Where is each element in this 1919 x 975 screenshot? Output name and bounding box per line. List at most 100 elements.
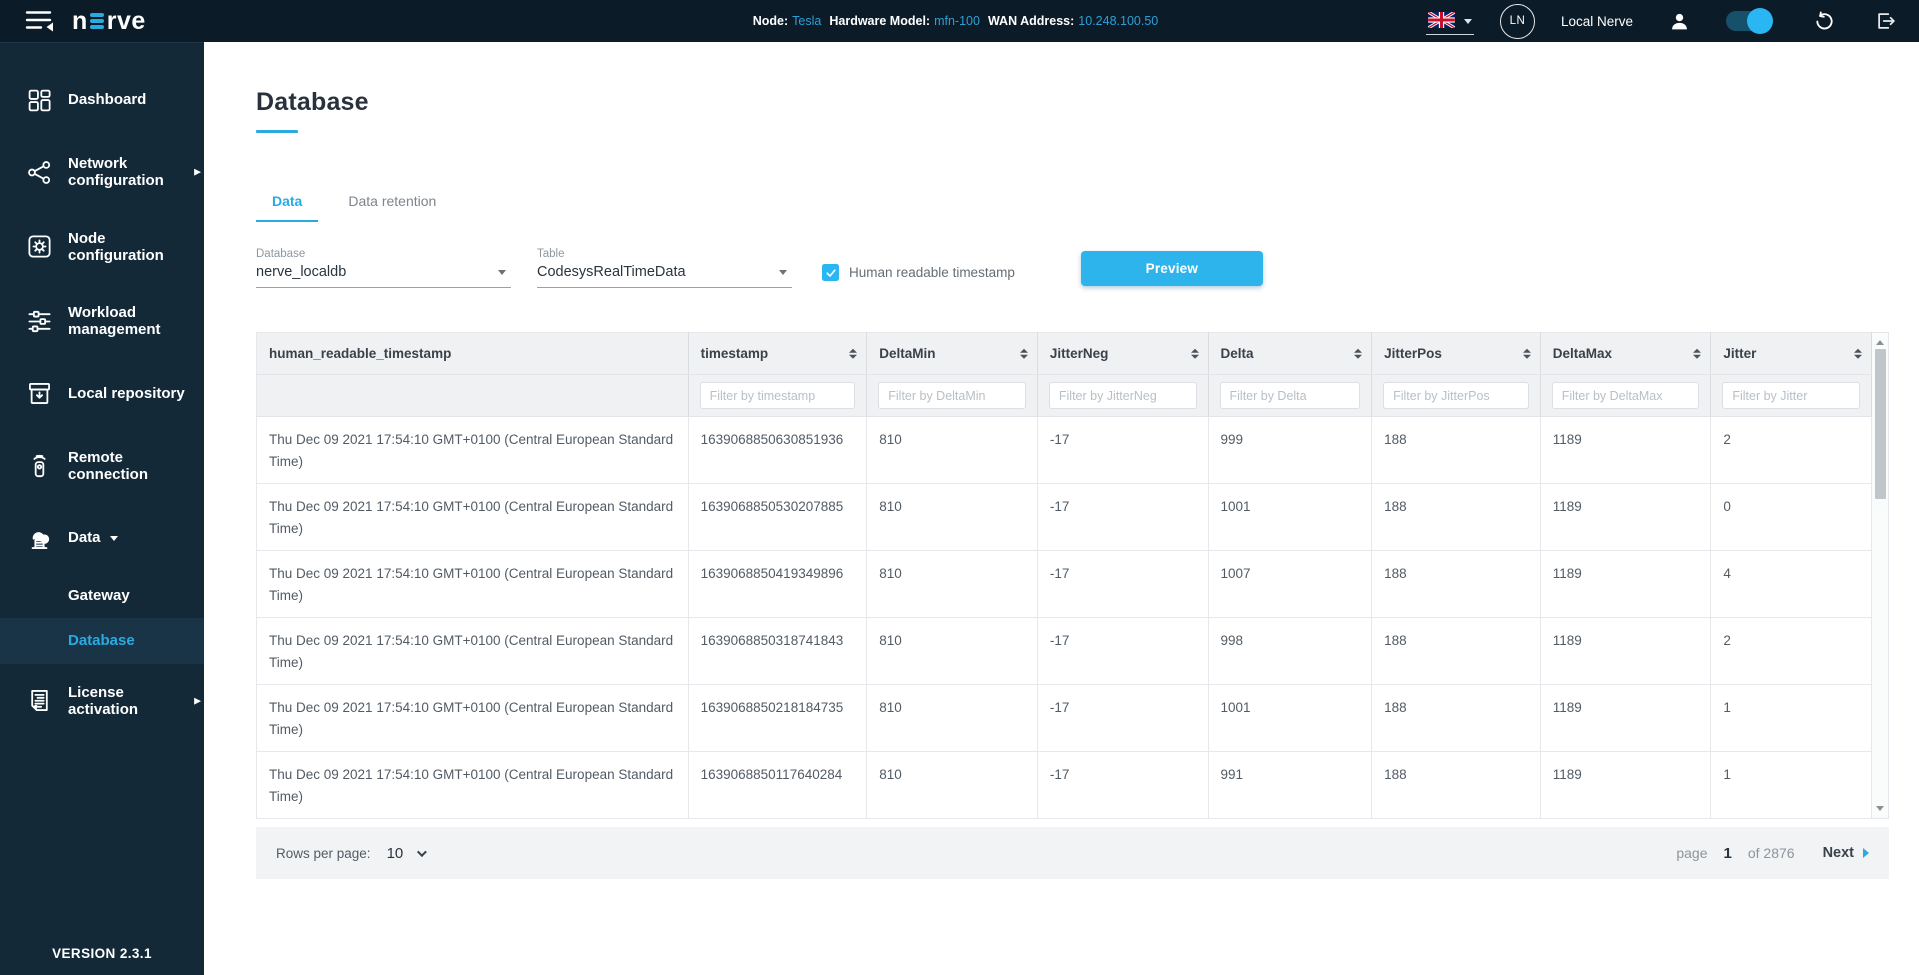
table-select[interactable]: Table CodesysRealTimeData (537, 248, 792, 288)
cell-timestamp: 1639068850318741843 (688, 617, 868, 685)
column-header-Jitter[interactable]: Jitter (1710, 332, 1872, 375)
cell-JitterNeg: -17 (1037, 684, 1209, 752)
version-label: VERSION 2.3.1 (52, 946, 152, 961)
toggle-knob (1747, 8, 1773, 34)
sidebar-item-workload-management[interactable]: Workload management (0, 284, 204, 359)
cell-DeltaMax: 1189 (1540, 483, 1712, 551)
logout-icon[interactable] (1875, 10, 1897, 32)
license-icon (24, 686, 54, 716)
sidebar-item-remote-connection[interactable]: Remote connection (0, 429, 204, 504)
refresh-icon[interactable] (1814, 10, 1835, 32)
table-select-value: CodesysRealTimeData (537, 264, 686, 280)
table-header-row: human_readable_timestamp timestamp DeltaMi… (256, 332, 1872, 375)
cell-JitterNeg: -17 (1037, 751, 1209, 819)
sort-icon[interactable] (1522, 348, 1531, 359)
cell-DeltaMin: 810 (866, 617, 1038, 685)
table-row: Thu Dec 09 2021 17:54:10 GMT+0100 (Centr… (256, 550, 1872, 618)
page-number-input[interactable]: 1 (1723, 844, 1732, 862)
cell-DeltaMin: 810 (866, 751, 1038, 819)
scrollbar-thumb[interactable] (1874, 349, 1886, 499)
filter-input-Delta[interactable] (1219, 382, 1361, 409)
sidebar-item-data[interactable]: Data (0, 503, 204, 573)
dashboard-icon (24, 85, 54, 115)
sidebar-item-network-configuration[interactable]: Network configuration ▶ (0, 135, 204, 210)
cell-Jitter: 1 (1710, 684, 1872, 752)
cell-DeltaMax: 1189 (1540, 416, 1712, 484)
main-content: Database Data Data retention Database ne… (204, 42, 1919, 975)
sidebar-item-gateway[interactable]: Gateway (0, 573, 204, 618)
rows-per-page-value[interactable]: 10 (386, 844, 404, 862)
cell-Delta: 1007 (1208, 550, 1373, 618)
column-header-JitterNeg[interactable]: JitterNeg (1037, 332, 1209, 375)
sort-icon[interactable] (1190, 348, 1199, 359)
tab-data-retention[interactable]: Data retention (348, 193, 437, 209)
column-header-label: DeltaMin (879, 346, 936, 361)
preview-button[interactable]: Preview (1080, 251, 1263, 286)
scroll-down-icon[interactable] (1876, 806, 1884, 811)
sidebar-item-dashboard[interactable]: Dashboard (0, 65, 204, 135)
filter-input-DeltaMin[interactable] (878, 382, 1026, 409)
next-label: Next (1822, 845, 1854, 861)
sidebar-item-node-configuration[interactable]: Node configuration (0, 210, 204, 285)
sort-icon[interactable] (1693, 348, 1702, 359)
chevron-down-icon[interactable] (417, 846, 428, 857)
tab-data[interactable]: Data (256, 187, 319, 222)
avatar[interactable]: LN (1499, 3, 1535, 39)
filter-input-JitterNeg[interactable] (1048, 382, 1197, 409)
theme-toggle[interactable] (1726, 8, 1773, 34)
vertical-scrollbar[interactable] (1872, 332, 1889, 819)
filter-cell-timestamp (688, 374, 868, 417)
sidebar-item-local-repository[interactable]: Local repository (0, 359, 204, 429)
sidebar-item-license-activation[interactable]: License activation ▶ (0, 664, 204, 739)
column-header-timestamp[interactable]: timestamp (688, 332, 868, 375)
chevron-right-icon: ▶ (194, 695, 201, 706)
filter-input-DeltaMax[interactable] (1551, 382, 1700, 409)
cell-timestamp: 1639068850419349896 (688, 550, 868, 618)
table-row: Thu Dec 09 2021 17:54:10 GMT+0100 (Centr… (256, 416, 1872, 484)
page-count-label: of 2876 (1747, 845, 1795, 861)
user-icon[interactable] (1669, 11, 1690, 32)
chevron-down-icon (109, 535, 118, 541)
column-header-DeltaMax[interactable]: DeltaMax (1540, 332, 1712, 375)
cell-human_readable_timestamp: Thu Dec 09 2021 17:54:10 GMT+0100 (Centr… (256, 617, 689, 685)
cell-DeltaMax: 1189 (1540, 550, 1712, 618)
scroll-up-icon[interactable] (1876, 340, 1884, 345)
next-page-button[interactable]: Next (1823, 845, 1869, 861)
sidebar-item-label: Node configuration (68, 229, 164, 264)
column-header-JitterPos[interactable]: JitterPos (1371, 332, 1541, 375)
column-header-label: Jitter (1723, 346, 1757, 361)
node-info-label: Hardware Model: (829, 14, 931, 28)
filter-input-Jitter[interactable] (1722, 382, 1860, 409)
sort-icon[interactable] (1354, 348, 1363, 359)
filter-input-timestamp[interactable] (699, 382, 856, 409)
table-footer: Rows per page: 10 page 1 of 2876 Next (256, 827, 1889, 879)
tab-bar: Data Data retention (256, 187, 1919, 222)
cell-Delta: 1001 (1208, 483, 1373, 551)
database-select[interactable]: Database nerve_localdb (256, 248, 511, 288)
sort-icon[interactable] (1019, 348, 1028, 359)
cell-DeltaMin: 810 (866, 483, 1038, 551)
remote-icon (24, 451, 54, 481)
column-header-Delta[interactable]: Delta (1208, 332, 1373, 375)
table-zone: human_readable_timestamp timestamp DeltaMi… (256, 332, 1889, 819)
sort-icon[interactable] (849, 348, 858, 359)
language-selector[interactable] (1425, 8, 1474, 35)
cell-human_readable_timestamp: Thu Dec 09 2021 17:54:10 GMT+0100 (Centr… (256, 416, 689, 484)
hamburger-menu-icon[interactable] (24, 8, 56, 34)
filter-cell-human_readable_timestamp (256, 374, 689, 417)
column-header-label: human_readable_timestamp (269, 346, 452, 361)
chevron-down-icon (498, 270, 506, 275)
checkbox-checked-icon[interactable] (822, 264, 839, 281)
logo-text-n: n (72, 6, 88, 35)
column-header-label: DeltaMax (1552, 346, 1612, 361)
column-header-DeltaMin[interactable]: DeltaMin (866, 332, 1038, 375)
cell-human_readable_timestamp: Thu Dec 09 2021 17:54:10 GMT+0100 (Centr… (256, 550, 689, 618)
filter-input-JitterPos[interactable] (1383, 382, 1529, 409)
human-readable-checkbox-group[interactable]: Human readable timestamp (822, 264, 1015, 281)
logo-text-rve: rve (106, 6, 146, 35)
table-select-label: Table (537, 248, 565, 260)
sidebar-item-database[interactable]: Database (0, 618, 204, 664)
sort-icon[interactable] (1854, 348, 1862, 359)
workload-icon (24, 306, 54, 336)
column-header-human_readable_timestamp: human_readable_timestamp (256, 332, 689, 375)
